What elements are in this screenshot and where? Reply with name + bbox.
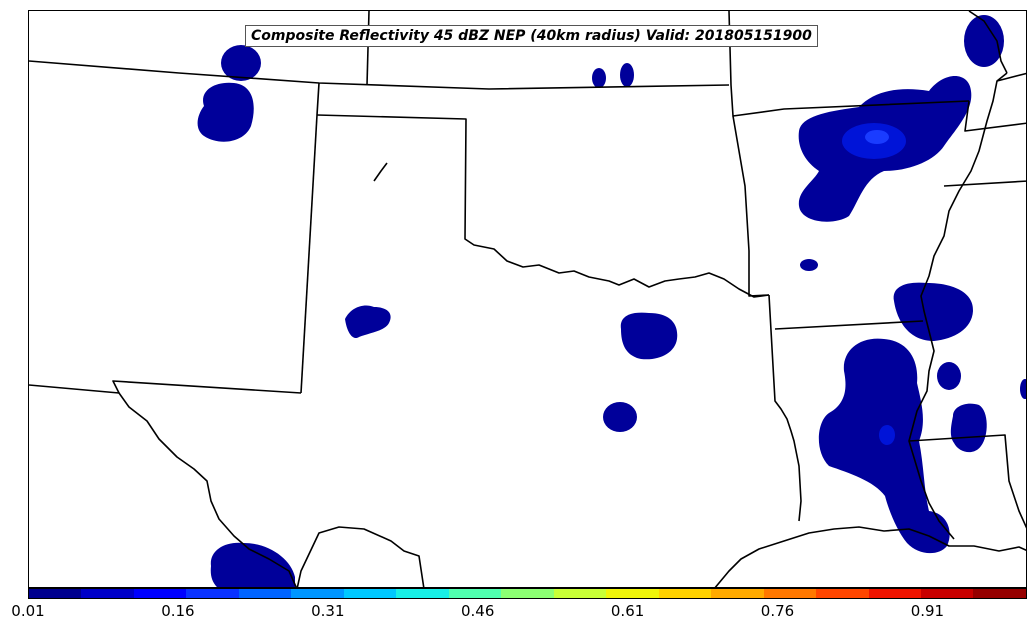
- prob-blob-iowa: [964, 15, 1004, 67]
- boundary-ms-la-east: [908, 434, 1026, 529]
- colorbar-segment: [973, 589, 1026, 598]
- colorbar-segment: [868, 589, 921, 598]
- colorbar-tick-label: 0.91: [910, 602, 945, 620]
- colorbar-tick-label: 0.46: [460, 602, 495, 620]
- prob-blob-arkansas-east: [893, 282, 974, 341]
- probability-areas: [197, 15, 1026, 587]
- colorbar-segment: [448, 589, 502, 598]
- prob-blob-colorado-west: [197, 82, 254, 142]
- colorbar-segment: [186, 589, 239, 598]
- boundary-nm-texas: [300, 114, 318, 394]
- colorbar-segment: [658, 589, 712, 598]
- prob-core-louisiana: [879, 425, 895, 445]
- colorbar-segment: [238, 589, 292, 598]
- colorbar-tick-label: 0.61: [610, 602, 645, 620]
- colorbar-segment: [763, 589, 817, 598]
- colorbar-segment: [606, 589, 659, 598]
- prob-blob-kansas-2: [620, 63, 634, 87]
- probability-colorbar: [28, 588, 1027, 599]
- boundary-arkansas-louisiana-north: [768, 294, 802, 522]
- boundary-mississippi-river: [908, 72, 1008, 540]
- colorbar-segment: [291, 589, 344, 598]
- map-title: Composite Reflectivity 45 dBZ NEP (40km …: [245, 25, 818, 47]
- boundary-mexico-border: [296, 526, 425, 587]
- colorbar-segment: [343, 589, 397, 598]
- colorbar-segment: [29, 589, 82, 598]
- prob-blob-colorado-north: [221, 45, 261, 81]
- boundary-arkansas-south: [774, 320, 924, 330]
- map-panel: Composite Reflectivity 45 dBZ NEP (40km …: [28, 10, 1027, 588]
- boundary-colorado-nm: [316, 82, 320, 116]
- prob-blob-oklahoma-south: [620, 312, 678, 360]
- boundary-tennessee: [943, 180, 1026, 187]
- colorbar-segment: [81, 589, 134, 598]
- prob-peak-missouri: [865, 130, 889, 144]
- boundary-texas-rio-grande: [118, 392, 297, 587]
- boundary-oklahoma-arkansas: [732, 115, 770, 297]
- boundary-illinois-east: [996, 72, 1026, 82]
- colorbar-segment: [133, 589, 187, 598]
- prob-blob-louisiana: [818, 338, 950, 554]
- colorbar-tick-label: 0.76: [760, 602, 795, 620]
- boundary-iowa: [964, 100, 1026, 132]
- colorbar-segment: [711, 589, 764, 598]
- colorbar-segment: [920, 589, 974, 598]
- colorbar-segment: [553, 589, 607, 598]
- prob-blob-kansas-1: [592, 68, 606, 88]
- probability-peaks: [865, 130, 889, 144]
- boundary-oklahoma-north: [316, 114, 770, 298]
- prob-blob-east-edge: [1020, 379, 1026, 399]
- boundary-texas-west: [29, 380, 302, 394]
- prob-blob-mississippi: [950, 403, 987, 453]
- river-iowa-north: [968, 11, 1008, 74]
- colorbar-tick-label: 0.01: [11, 602, 45, 620]
- state-boundaries: [29, 11, 1026, 587]
- prob-blob-south-texas: [210, 542, 295, 587]
- prob-blob-arkansas-dot: [800, 259, 818, 271]
- river-kansas-small: [373, 162, 388, 182]
- colorbar-tick-label: 0.16: [161, 602, 195, 620]
- boundary-colorado-kansas: [366, 11, 370, 86]
- prob-blob-north-texas: [603, 402, 637, 432]
- prob-blob-texas-panhandle: [345, 305, 391, 339]
- map-canvas: [29, 11, 1026, 587]
- colorbar-tick-label: 0.31: [311, 602, 345, 620]
- colorbar-segment: [501, 589, 554, 598]
- colorbar-segment: [816, 589, 869, 598]
- prob-blob-ms-small: [937, 362, 961, 390]
- coastline-gulf: [714, 526, 1026, 587]
- colorbar-segment: [396, 589, 449, 598]
